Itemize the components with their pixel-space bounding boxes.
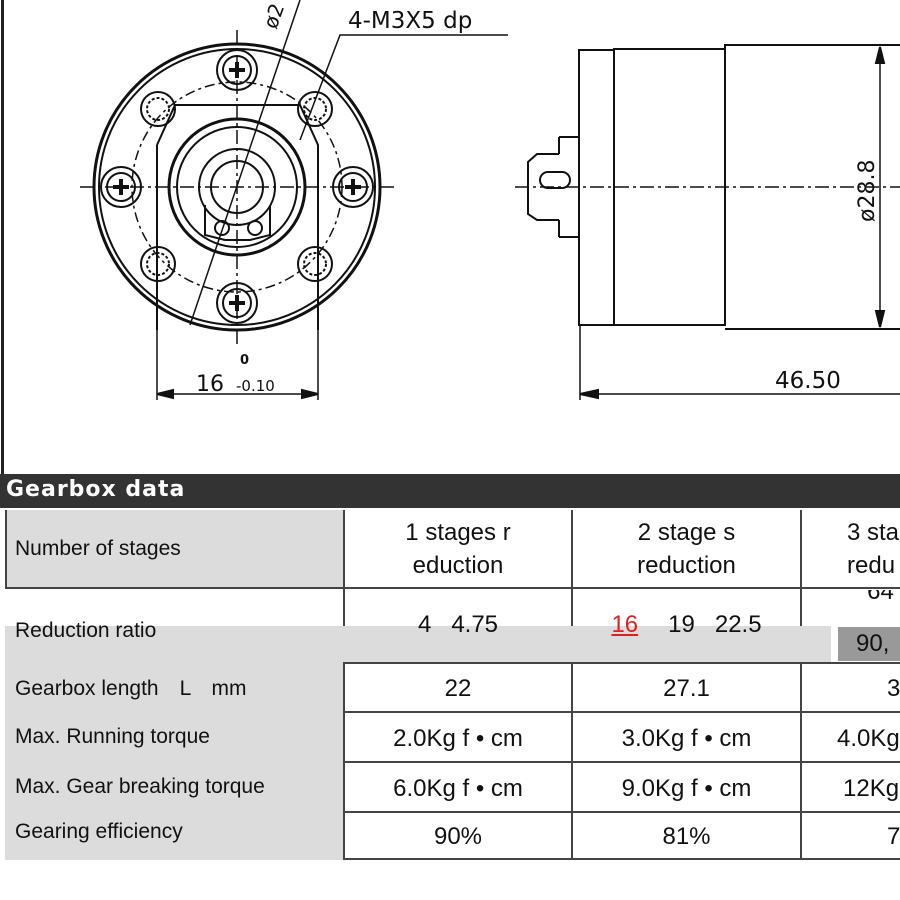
efficiency-2-stage: 81% xyxy=(573,814,800,858)
flat-dim-upper: 0 xyxy=(240,353,249,368)
header-2-stage: 2 stage s reduction xyxy=(573,510,800,588)
grid-line xyxy=(5,510,7,588)
ratio-values: 19 22.5 xyxy=(668,610,762,638)
ratio-1-stage: 4 4.75 xyxy=(417,610,499,638)
label-number-of-stages: Number of stages xyxy=(5,510,343,588)
flat-dim-tolerance: -0.10 xyxy=(236,377,275,395)
frame-border xyxy=(1,0,4,474)
header-line: reduction xyxy=(637,552,736,579)
running-2-stage: 3.0Kg f • cm xyxy=(573,714,800,762)
length-2-stage: 27.1 xyxy=(573,664,800,712)
length-3-stage: 3 xyxy=(801,664,900,712)
grid-line xyxy=(343,811,900,813)
header-1-stage: 1 stages r eduction xyxy=(344,510,572,588)
section-header: Gearbox data xyxy=(0,474,900,508)
screw-heads xyxy=(100,49,374,324)
efficiency-1-stage: 90% xyxy=(344,814,572,858)
efficiency-3-stage: 7 xyxy=(801,814,900,858)
header-3-stage: 3 sta redu xyxy=(801,510,900,588)
side-view xyxy=(515,44,900,400)
header-line: eduction xyxy=(412,552,504,579)
flat-dim: 16 xyxy=(196,372,224,397)
ratio-3-stage-line2: 90, xyxy=(838,627,900,661)
length-dim: 46.50 xyxy=(775,368,841,394)
diameter-label-partial: ø2 xyxy=(258,0,289,32)
technical-drawing: ø2 4-M3X5 dp 0 16 -0.10 46.50 ø28.8 xyxy=(80,0,900,400)
grid-line xyxy=(571,510,573,626)
grid-line xyxy=(800,510,802,626)
drawing-labels: ø2 4-M3X5 dp 0 16 -0.10 46.50 ø28.8 xyxy=(196,0,880,397)
running-3-stage: 4.0Kg xyxy=(801,714,900,762)
label-efficiency: Gearing efficiency xyxy=(5,812,343,860)
section-title: Gearbox data xyxy=(6,477,186,502)
thread-note: 4-M3X5 dp xyxy=(348,8,472,34)
grid-line xyxy=(343,858,900,860)
ratio-highlight: 16 xyxy=(611,610,639,638)
label-reduction-ratio-bg xyxy=(5,588,343,626)
label-gearbox-length: Gearbox length L mm xyxy=(5,662,343,712)
grid-line xyxy=(343,761,900,763)
label-reduction-ratio-text: Reduction ratio xyxy=(15,619,157,642)
label-breaking-torque: Max. Gear breaking torque xyxy=(5,762,343,812)
body-diameter: ø28.8 xyxy=(855,160,880,222)
front-view xyxy=(80,0,508,400)
header-line: 3 sta xyxy=(847,519,900,546)
ratio-2-stage: 16 19 22.5 xyxy=(573,606,800,642)
threaded-holes xyxy=(140,91,333,282)
grid-line xyxy=(343,510,345,626)
header-line: 2 stage s xyxy=(637,519,736,546)
grid-line xyxy=(343,662,900,664)
length-1-stage: 22 xyxy=(344,664,572,712)
breaking-3-stage: 12Kg xyxy=(801,764,900,812)
ratio-3-stage: 64 . xyxy=(801,590,900,626)
grid-line xyxy=(5,587,900,589)
running-1-stage: 2.0Kg f • cm xyxy=(344,714,572,762)
grid-line xyxy=(343,711,900,713)
highlight-band xyxy=(5,626,831,662)
breaking-2-stage: 9.0Kg f • cm xyxy=(573,764,800,812)
label-running-torque: Max. Running torque xyxy=(5,712,343,762)
header-line: 1 stages r xyxy=(405,519,511,546)
header-line: redu xyxy=(847,552,896,579)
breaking-1-stage: 6.0Kg f • cm xyxy=(344,764,572,812)
